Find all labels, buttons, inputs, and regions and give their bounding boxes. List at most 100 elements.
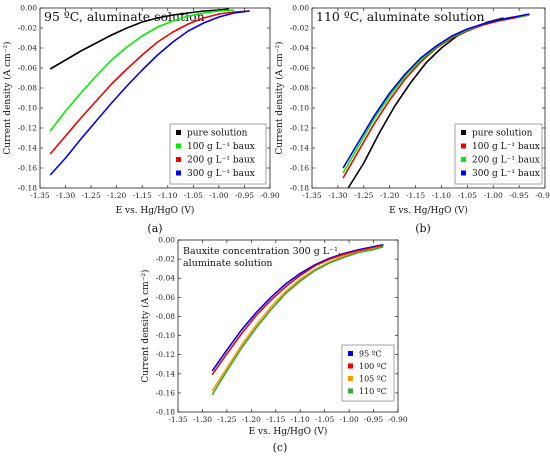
x-tick-label: -1.05	[458, 191, 477, 200]
legend-entry: 100 g L⁻¹ baux	[187, 142, 255, 152]
x-axis-label: E vs. Hg/HgO (V)	[389, 205, 468, 216]
x-axis-label: E vs. Hg/HgO (V)	[116, 205, 195, 216]
y-tick-label: -0.12	[156, 350, 175, 359]
y-tick-label: 0.00	[158, 236, 175, 245]
y-tick-label: -0.16	[18, 164, 37, 173]
x-tick-label: -1.00	[339, 415, 358, 424]
x-tick-label: -1.25	[81, 191, 100, 200]
x-tick-label: -1.05	[315, 415, 334, 424]
legend-entry: 95 ºC	[359, 350, 382, 359]
legend: pure solution 100 g L⁻¹ baux 200 g L⁻¹ bau…	[454, 123, 543, 185]
y-tick-label: 0.00	[20, 4, 37, 13]
chart-panel-b: -1.35 -1.30 -1.25 -1.20 -1.15 -1.10 -1.05 -1.00…	[274, 4, 550, 236]
chart-title-line: Bauxite concentration 300 g L⁻¹,	[183, 246, 341, 257]
legend-marker	[176, 130, 181, 135]
x-tick-label: -1.15	[133, 191, 152, 200]
y-tick-label: -0.04	[156, 274, 175, 283]
y-tick-label: 0.00	[292, 4, 309, 13]
y-tick-label: -0.06	[156, 293, 175, 302]
chart-panel-a: -1.35 -1.30 -1.25 -1.20 -1.15 -1.10 -1.05 -1.00…	[2, 4, 280, 236]
y-tick-label: -0.12	[290, 124, 309, 133]
x-tick-label: -1.25	[217, 415, 236, 424]
x-tick-label: -1.35	[30, 191, 49, 200]
y-axis-label: Current density (A cm⁻²)	[140, 269, 151, 382]
x-tick-label: -0.90	[260, 191, 279, 200]
x-tick-label: -1.00	[209, 191, 228, 200]
legend-marker	[176, 143, 181, 149]
y-tick-label: -0.06	[18, 64, 37, 73]
x-tick-label: -1.20	[242, 415, 261, 424]
y-tick-label: -0.18	[18, 184, 37, 193]
legend-entry: 100 ºC	[359, 362, 387, 371]
series-line-1	[49, 8, 230, 70]
y-tick-label: -0.10	[156, 331, 175, 340]
legend-marker	[348, 351, 353, 356]
legend-marker	[348, 376, 353, 381]
x-tick-label: -1.20	[107, 191, 126, 200]
legend-entry: 200 g L⁻¹ baux	[187, 156, 255, 166]
panel-label: (c)	[273, 441, 288, 454]
y-tick-label: -0.18	[290, 184, 309, 193]
plot-frame	[311, 7, 546, 189]
legend-marker	[176, 170, 181, 176]
panel-label: (a)	[147, 222, 162, 235]
legend-entry: 100 g L⁻¹ baux	[472, 142, 540, 152]
plot-frame	[39, 7, 271, 189]
x-tick-label: -1.25	[354, 191, 373, 200]
x-tick-label: -1.30	[56, 191, 75, 200]
x-tick-label: -1.30	[193, 415, 212, 424]
x-tick-label: -1.20	[380, 191, 399, 200]
x-tick-label: -1.10	[158, 191, 177, 200]
y-tick-label: -0.02	[290, 24, 309, 33]
x-tick-label: -1.15	[406, 191, 425, 200]
x-tick-label: -1.00	[484, 191, 503, 200]
legend-box	[169, 123, 267, 185]
legend-entry: pure solution	[472, 129, 533, 139]
series-line-4	[49, 10, 250, 176]
y-tick-label: -0.16	[290, 164, 309, 173]
y-axis-label: Current density (A cm⁻²)	[274, 41, 285, 154]
y-tick-label: -0.08	[156, 312, 175, 321]
series-line-3	[49, 10, 250, 155]
series-line-2	[49, 9, 235, 132]
series-line-4	[211, 245, 384, 396]
x-tick-label: -1.10	[291, 415, 310, 424]
legend-marker	[461, 170, 466, 176]
legend-entry: 300 g L⁻¹ baux	[472, 169, 540, 179]
y-tick-label: -0.12	[18, 124, 37, 133]
chart-panel-c: -1.35 -1.30 -1.25 -1.20 -1.15 -1.10 -1.05 -1.00…	[140, 236, 408, 455]
chart-title-line: aluminate solution	[183, 258, 273, 269]
x-tick-label: -0.95	[509, 191, 528, 200]
legend-marker	[461, 130, 466, 135]
x-tick-label: -1.05	[184, 191, 203, 200]
legend-entry: 200 g L⁻¹ baux	[472, 156, 540, 166]
x-tick-label: -1.30	[328, 191, 347, 200]
legend-entry: 110 ºC	[359, 387, 387, 396]
legend-box	[454, 123, 543, 185]
legend-entry: 300 g L⁻¹ baux	[187, 169, 255, 179]
legend-entry: 105 ºC	[359, 375, 387, 384]
series-line-4	[342, 13, 530, 169]
y-tick-label: -0.06	[290, 64, 309, 73]
legend: pure solution 100 g L⁻¹ baux 200 g L⁻¹ bau…	[169, 123, 267, 185]
chart-title: 95 ºC, aluminate solution	[44, 9, 205, 24]
x-axis-label: E vs. Hg/HgO (V)	[249, 426, 328, 437]
legend-marker	[461, 143, 466, 149]
y-tick-label: -0.14	[18, 144, 37, 153]
series-line-1	[211, 244, 384, 372]
x-tick-label: -0.95	[235, 191, 254, 200]
x-tick-label: -0.95	[364, 415, 383, 424]
legend-marker	[176, 157, 181, 162]
legend: 95 ºC 100 ºC 105 ºC 110 ºC	[341, 344, 395, 402]
plot-frame	[177, 239, 399, 413]
y-tick-label: -0.04	[18, 44, 37, 53]
x-tick-label: -1.15	[266, 415, 285, 424]
y-tick-label: -0.02	[18, 24, 37, 33]
x-tick-label: -1.35	[168, 415, 187, 424]
legend-marker	[348, 363, 353, 369]
y-tick-label: -0.08	[18, 84, 37, 93]
y-tick-label: -0.16	[156, 388, 175, 397]
y-tick-label: -0.14	[156, 369, 175, 378]
x-tick-label: -0.90	[535, 191, 550, 200]
